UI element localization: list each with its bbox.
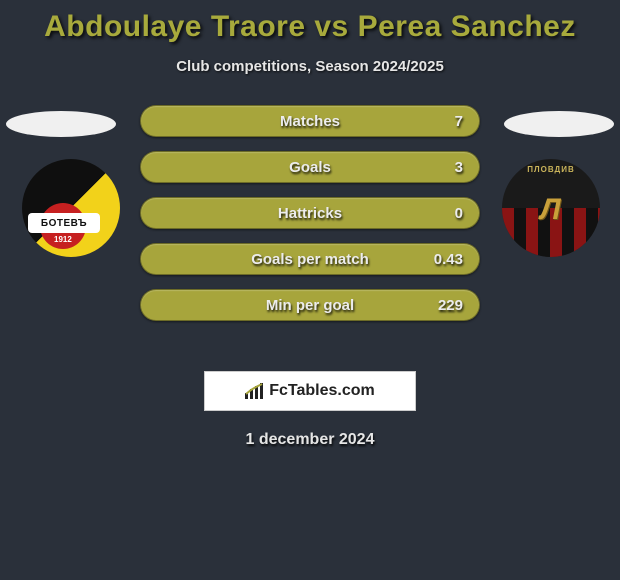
stat-bar-label: Goals	[141, 159, 479, 176]
stat-bars: Matches7Goals3Hattricks0Goals per match0…	[140, 105, 480, 335]
stat-bar-label: Goals per match	[141, 251, 479, 268]
site-logo-text: FcTables.com	[269, 382, 375, 400]
player-right-ellipse	[504, 111, 614, 137]
snapshot-date: 1 december 2024	[0, 431, 620, 449]
stat-bar-value: 229	[438, 297, 463, 314]
bars-chart-icon	[245, 383, 265, 399]
club-badge-right-wing-icon: Л	[522, 191, 580, 227]
subtitle: Club competitions, Season 2024/2025	[0, 58, 620, 75]
stat-bar: Min per goal229	[140, 289, 480, 321]
stat-bar-label: Hattricks	[141, 205, 479, 222]
stat-bar: Matches7	[140, 105, 480, 137]
stat-bar-value: 0	[455, 205, 463, 222]
stat-bar-label: Matches	[141, 113, 479, 130]
page-title: Abdoulaye Traore vs Perea Sanchez	[0, 0, 620, 44]
club-badge-left: БОТЕВЪ 1912	[22, 159, 120, 257]
club-badge-left-banner: БОТЕВЪ	[28, 213, 100, 233]
stat-bar-value: 7	[455, 113, 463, 130]
stat-bar-value: 3	[455, 159, 463, 176]
stat-bar: Goals per match0.43	[140, 243, 480, 275]
stat-bar-label: Min per goal	[141, 297, 479, 314]
site-logo: FcTables.com	[204, 371, 416, 411]
player-left-ellipse	[6, 111, 116, 137]
club-badge-left-year: 1912	[54, 235, 72, 244]
stat-bar-value: 0.43	[434, 251, 463, 268]
stat-bar: Goals3	[140, 151, 480, 183]
club-badge-right-arc: ПЛОВДИВ	[502, 165, 600, 174]
club-badge-right: ПЛОВДИВ Л	[502, 159, 600, 257]
stat-bar: Hattricks0	[140, 197, 480, 229]
comparison-stage: БОТЕВЪ 1912 ПЛОВДИВ Л Matches7 Goals3 Hatt…	[0, 105, 620, 355]
